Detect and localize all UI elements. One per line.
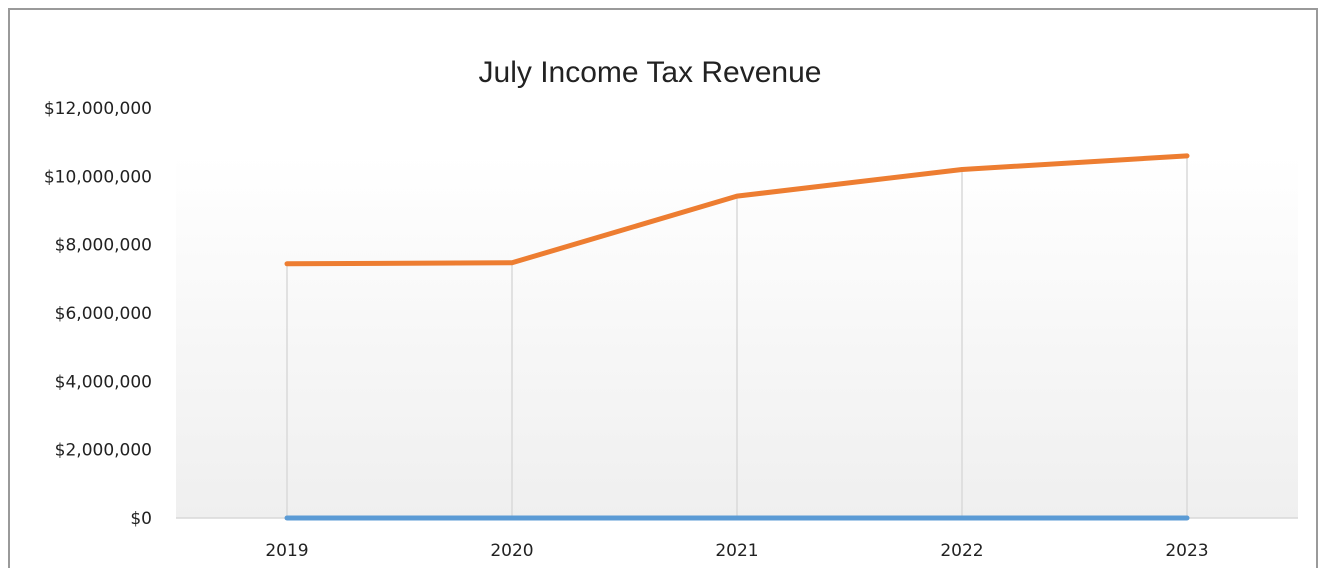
x-tick-label: 2022 <box>940 541 983 561</box>
y-tick-label: $8,000,000 <box>55 236 152 256</box>
x-tick-label: 2020 <box>490 541 533 561</box>
y-tick-label: $6,000,000 <box>55 304 152 324</box>
chart-title: July Income Tax Revenue <box>479 56 822 89</box>
x-tick-label: 2021 <box>715 541 758 561</box>
y-tick-label: $10,000,000 <box>44 167 152 187</box>
y-tick-label: $2,000,000 <box>55 441 152 461</box>
series-line-0 <box>284 153 1190 267</box>
drop-lines <box>286 155 1188 518</box>
y-tick-label: $0 <box>130 509 152 529</box>
x-tick-label: 2023 <box>1165 541 1208 561</box>
y-axis-ticks: $0 $2,000,000 $4,000,000 $6,000,000 $8,000,0… <box>44 99 152 529</box>
x-axis-ticks: 2019 2020 2021 2022 2023 <box>265 541 1208 561</box>
y-tick-label: $12,000,000 <box>44 99 152 119</box>
series-lines <box>284 153 1190 521</box>
x-tick-label: 2019 <box>265 541 308 561</box>
y-tick-label: $4,000,000 <box>55 372 152 392</box>
